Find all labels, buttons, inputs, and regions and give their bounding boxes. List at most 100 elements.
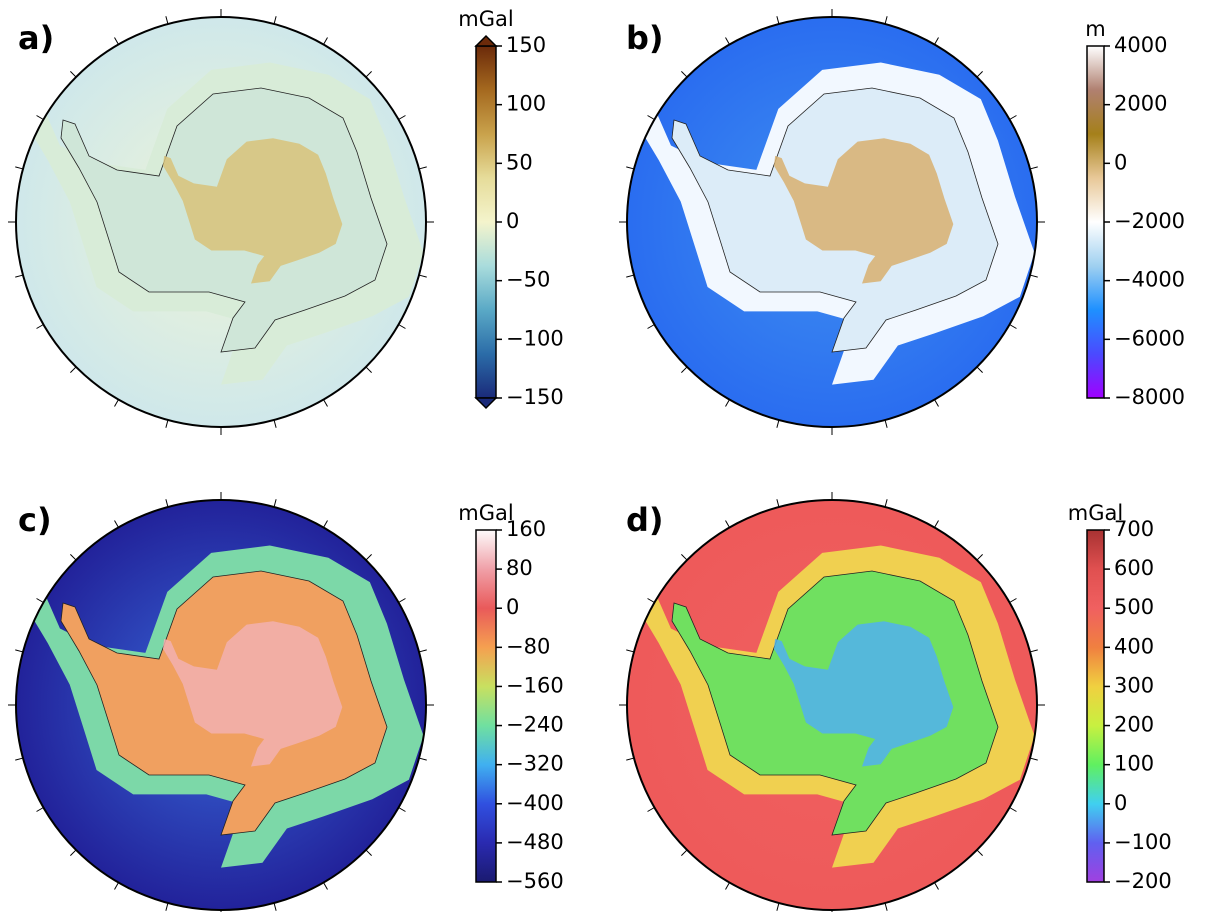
colorbar	[476, 46, 496, 398]
colorbar-tick-label: −560	[506, 869, 564, 893]
frame-tick	[366, 554, 372, 560]
frame-tick	[977, 554, 983, 560]
frame-tick	[274, 16, 276, 24]
colorbar-tick-label: 600	[1114, 556, 1154, 580]
colorbar-tick-label: −400	[506, 791, 564, 815]
frame-tick	[648, 116, 655, 120]
colorbar	[476, 530, 496, 882]
frame-tick	[626, 167, 634, 169]
colorbar-tick-label: 0	[1114, 791, 1127, 815]
frame-tick	[626, 758, 634, 760]
frame-tick	[115, 400, 119, 407]
frame-tick	[37, 808, 44, 812]
colorbar-tick-label: 300	[1114, 673, 1154, 697]
colorbar-tick-label: −4000	[1114, 268, 1185, 292]
frame-tick	[626, 650, 634, 652]
frame-tick	[1030, 275, 1038, 277]
extend-bottom	[476, 398, 496, 408]
figure: a)mGal150100500−50−100−150b)m400020000−2…	[0, 0, 1209, 912]
frame-tick	[37, 116, 44, 120]
frame-tick	[935, 400, 939, 407]
colorbar-tick-label: −240	[506, 713, 564, 737]
colorbar-unit: mGal	[458, 7, 513, 31]
frame-tick	[977, 71, 983, 77]
panel-label: c)	[18, 501, 52, 539]
frame-tick	[777, 499, 779, 507]
frame-tick	[681, 554, 687, 560]
frame-tick	[274, 420, 276, 428]
frame-tick	[419, 650, 427, 652]
frame-tick	[419, 167, 427, 169]
colorbar-tick-label: 2000	[1114, 92, 1167, 116]
frame-tick	[681, 71, 687, 77]
frame-tick	[274, 499, 276, 507]
frame-tick	[324, 883, 328, 890]
frame-tick	[70, 71, 76, 77]
frame-tick	[115, 38, 119, 45]
map	[16, 17, 426, 427]
frame-tick	[681, 367, 687, 373]
frame-tick	[885, 903, 887, 911]
frame-tick	[115, 883, 119, 890]
colorbar-tick-label: 0	[1114, 150, 1127, 174]
frame-tick	[935, 521, 939, 528]
frame-tick	[626, 275, 634, 277]
frame-tick	[977, 850, 983, 856]
colorbar-tick-label: −2000	[1114, 209, 1185, 233]
frame-tick	[1030, 758, 1038, 760]
colorbar-tick-label: −150	[506, 385, 564, 409]
colorbar-tick-label: −480	[506, 830, 564, 854]
frame-tick	[366, 71, 372, 77]
frame-tick	[70, 554, 76, 560]
frame-tick	[726, 521, 730, 528]
panel-label: a)	[18, 19, 54, 57]
colorbar-tick-label: −8000	[1114, 385, 1185, 409]
frame-tick	[935, 38, 939, 45]
frame-tick	[166, 420, 168, 428]
colorbar-tick-label: 700	[1114, 517, 1154, 541]
frame-tick	[885, 420, 887, 428]
frame-tick	[648, 808, 655, 812]
frame-tick	[70, 367, 76, 373]
colorbar-tick-label: 500	[1114, 595, 1154, 619]
frame-tick	[1030, 167, 1038, 169]
frame-tick	[977, 367, 983, 373]
panel-label: d)	[626, 501, 664, 539]
colorbar-tick-label: 150	[506, 33, 546, 57]
frame-tick	[399, 808, 406, 812]
colorbar-tick-label: 0	[506, 209, 519, 233]
colorbar-tick-label: 200	[1114, 713, 1154, 737]
frame-tick	[399, 116, 406, 120]
frame-tick	[15, 758, 23, 760]
frame-tick	[726, 400, 730, 407]
frame-tick	[419, 275, 427, 277]
map	[627, 500, 1037, 910]
extend-top	[476, 36, 496, 46]
frame-tick	[274, 903, 276, 911]
colorbar-tick-label: −50	[506, 268, 550, 292]
frame-tick	[1010, 116, 1017, 120]
frame-tick	[726, 38, 730, 45]
frame-tick	[15, 275, 23, 277]
frame-tick	[366, 367, 372, 373]
frame-tick	[1010, 599, 1017, 603]
panel-label: b)	[626, 19, 664, 57]
frame-tick	[419, 758, 427, 760]
colorbar	[1087, 530, 1104, 882]
frame-tick	[324, 400, 328, 407]
colorbar-tick-label: −6000	[1114, 326, 1185, 350]
frame-tick	[115, 521, 119, 528]
frame-tick	[399, 325, 406, 329]
frame-tick	[37, 599, 44, 603]
frame-tick	[885, 499, 887, 507]
frame-tick	[1030, 650, 1038, 652]
colorbar-tick-label: 400	[1114, 634, 1154, 658]
frame-tick	[70, 850, 76, 856]
colorbar-unit: m	[1085, 17, 1105, 41]
colorbar-tick-label: 4000	[1114, 33, 1167, 57]
frame-tick	[777, 420, 779, 428]
frame-tick	[935, 883, 939, 890]
frame-tick	[37, 325, 44, 329]
colorbar-tick-label: −100	[1114, 830, 1172, 854]
frame-tick	[166, 16, 168, 24]
